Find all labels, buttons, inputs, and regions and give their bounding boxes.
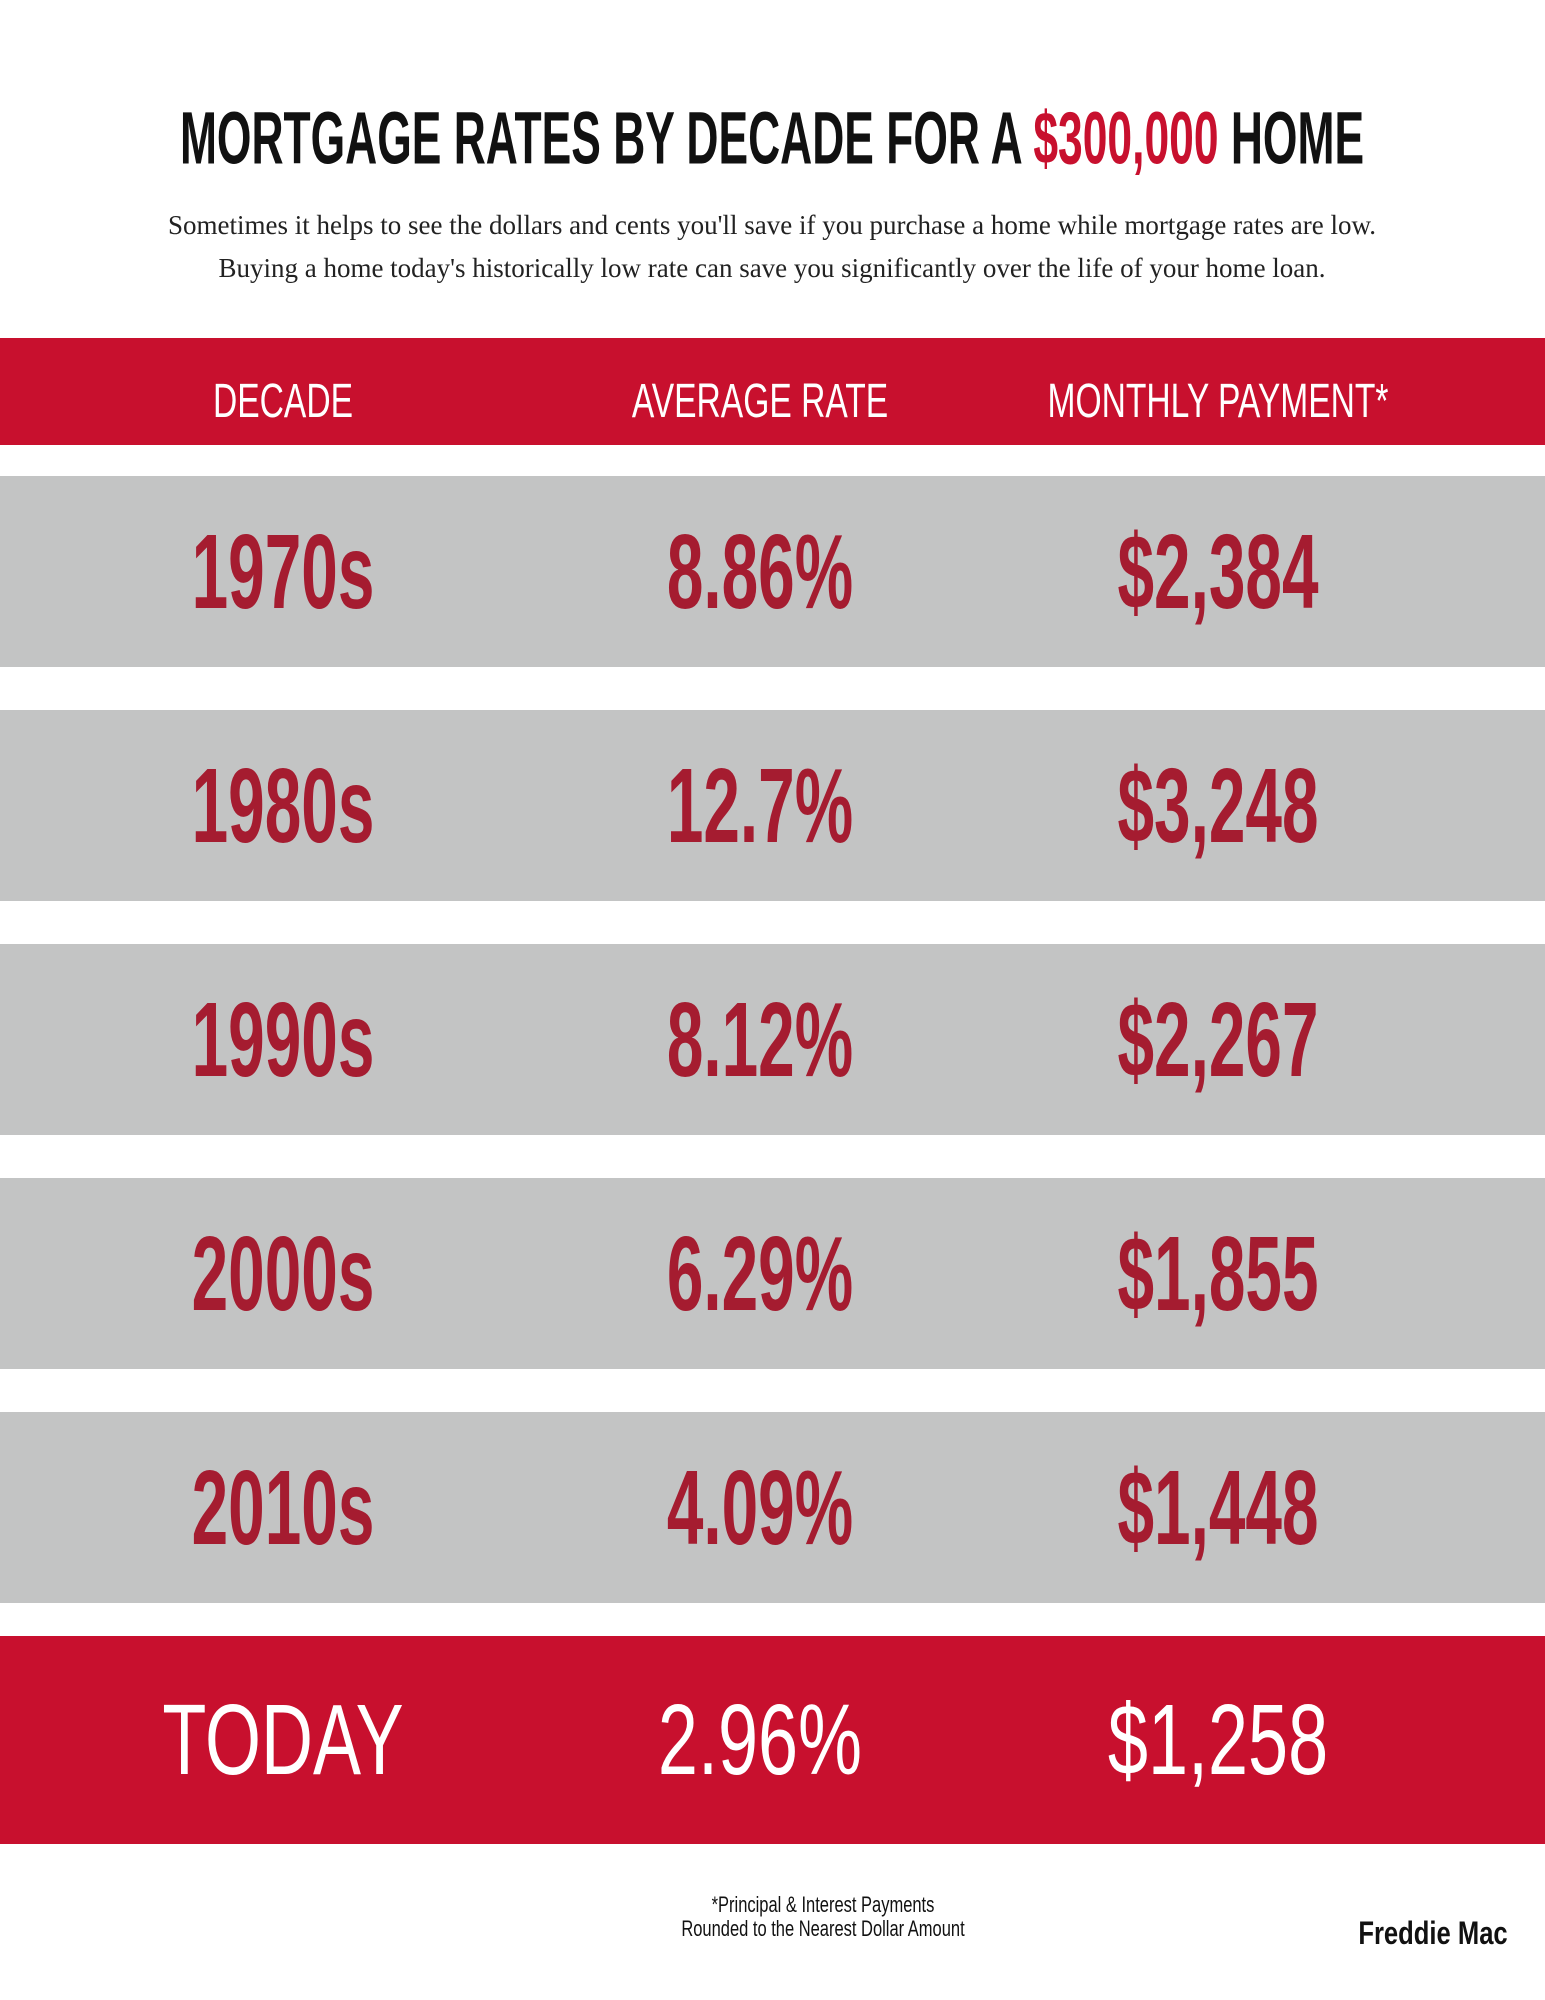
table-cell: $2,267 <box>1117 980 1318 1099</box>
table-row <box>0 1178 1545 1369</box>
footnote: Rounded to the Nearest Dollar Amount <box>681 1917 965 1942</box>
footnote: *Principal & Interest Payments <box>712 1893 935 1918</box>
table-cell: 1990s <box>192 980 375 1099</box>
table-row <box>0 1412 1545 1603</box>
header-bar <box>0 338 1545 445</box>
column-header: DECADE <box>213 373 353 427</box>
table-cell: 6.29% <box>667 1214 853 1333</box>
column-header: AVERAGE RATE <box>632 373 888 427</box>
table-cell: $3,248 <box>1117 746 1318 865</box>
table-cell: 1980s <box>192 746 375 865</box>
table-row <box>0 476 1545 667</box>
subtitle: Sometimes it helps to see the dollars an… <box>168 210 1376 240</box>
table-cell: 8.12% <box>667 980 853 1099</box>
title: MORTGAGE RATES BY DECADE FOR A $300,000 … <box>180 97 1364 179</box>
table-row <box>0 944 1545 1135</box>
table-cell: 1970s <box>192 512 375 631</box>
title-highlight: $300,000 <box>1033 97 1218 179</box>
table-cell: TODAY <box>162 1684 403 1795</box>
table: DECADE AVERAGE RATE MONTHLY PAYMENT* 1970s 8… <box>0 373 1545 1844</box>
table-cell: $2,384 <box>1117 512 1318 631</box>
table-cell: 4.09% <box>667 1448 853 1567</box>
column-header: MONTHLY PAYMENT* <box>1048 373 1389 427</box>
table-cell: 2000s <box>192 1214 375 1333</box>
table-cell: 2.96% <box>658 1684 862 1795</box>
table-cell: 2010s <box>192 1448 375 1567</box>
table-row <box>0 710 1545 901</box>
subtitle: Buying a home today's historically low r… <box>218 253 1325 283</box>
source: Freddie Mac <box>1358 1916 1507 1951</box>
table-cell: $1,855 <box>1117 1214 1318 1333</box>
table-cell: $1,448 <box>1117 1448 1318 1567</box>
title-end: HOME <box>1219 97 1365 179</box>
highlight-row <box>0 1636 1545 1844</box>
table-cell: $1,258 <box>1108 1684 1328 1795</box>
title-start: MORTGAGE RATES BY DECADE FOR A <box>180 97 1033 179</box>
table-cell: 12.7% <box>667 746 853 865</box>
table-cell: 8.86% <box>667 512 853 631</box>
